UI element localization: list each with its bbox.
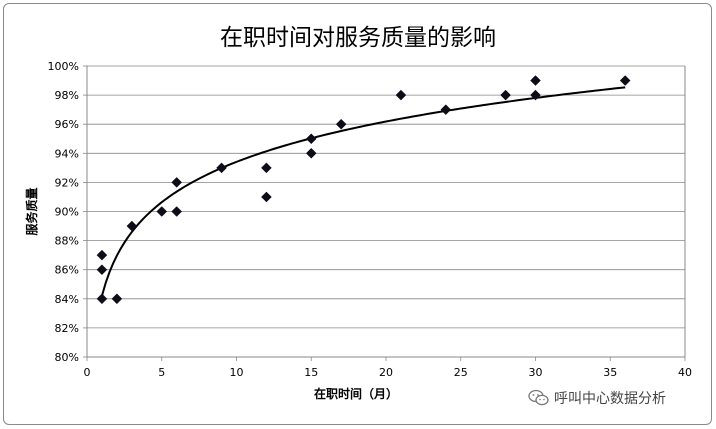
- data-point: [395, 89, 407, 101]
- x-tick-label: 40: [678, 366, 692, 379]
- x-tick-label: 10: [230, 366, 244, 379]
- data-point: [530, 89, 541, 101]
- data-point: [619, 75, 631, 86]
- axes: [83, 65, 686, 361]
- x-axis-title: 在职时间（月）: [314, 386, 398, 401]
- gridlines: [87, 65, 685, 329]
- data-point: [96, 293, 108, 305]
- data-point: [305, 133, 317, 145]
- trendline-group: [100, 86, 626, 297]
- y-tick-label: 92%: [55, 176, 79, 189]
- data-point: [126, 220, 138, 232]
- data-point: [156, 206, 168, 217]
- x-tick-label: 35: [603, 366, 617, 379]
- x-tick-label: 0: [84, 366, 91, 379]
- x-tick-label: 25: [454, 366, 468, 379]
- watermark-text: 呼叫中心数据分析: [554, 391, 666, 407]
- y-tick-label: 96%: [55, 118, 79, 131]
- y-tick-label: 82%: [55, 322, 79, 335]
- data-point: [96, 264, 108, 276]
- y-tick-label: 80%: [55, 351, 79, 364]
- x-tick-label: 5: [158, 366, 165, 379]
- y-tick-label: 86%: [55, 264, 79, 277]
- x-tick-labels: 0 5 10 15 20 25 30 35 40: [84, 366, 693, 379]
- x-tick-label: 30: [529, 366, 543, 379]
- y-axis-title: 服务质量: [24, 187, 39, 235]
- y-tick-label: 84%: [55, 293, 79, 306]
- data-point: [530, 75, 541, 86]
- data-point: [335, 118, 347, 130]
- data-point: [261, 162, 272, 174]
- y-tick-labels: 80% 82% 84% 86% 88% 90% 92% 94% 96% 98% 100%: [48, 60, 79, 364]
- chart-frame: [3, 3, 712, 425]
- data-points: [96, 75, 631, 305]
- data-point: [305, 147, 317, 159]
- data-point: [216, 162, 227, 174]
- chart-title: 在职时间对服务质量的影响: [220, 25, 496, 51]
- data-point: [111, 293, 123, 305]
- x-tick-label: 15: [304, 366, 318, 379]
- y-tick-label: 100%: [48, 60, 79, 73]
- wechat-icon: [528, 389, 549, 406]
- watermark: 呼叫中心数据分析: [528, 388, 666, 408]
- data-point: [96, 249, 108, 261]
- data-point: [171, 206, 183, 217]
- data-point: [261, 191, 272, 203]
- data-point: [500, 89, 511, 101]
- y-tick-label: 90%: [55, 206, 79, 219]
- data-point: [171, 177, 183, 188]
- trendline: [100, 86, 626, 297]
- y-tick-label: 98%: [55, 89, 79, 102]
- y-tick-label: 94%: [55, 147, 79, 160]
- data-point: [440, 104, 452, 116]
- x-tick-label: 20: [379, 366, 393, 379]
- y-tick-label: 88%: [55, 235, 79, 248]
